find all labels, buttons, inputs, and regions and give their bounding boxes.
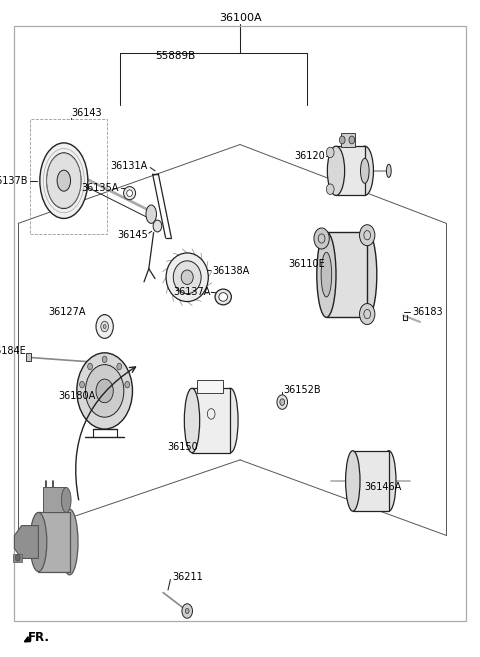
Ellipse shape [223, 388, 238, 453]
Bar [353, 451, 389, 511]
Circle shape [88, 363, 93, 370]
Ellipse shape [346, 451, 360, 511]
Text: 36100A: 36100A [219, 13, 261, 24]
Text: 36110E: 36110E [288, 259, 325, 269]
Bar [192, 388, 230, 453]
Text: 36137A: 36137A [173, 287, 210, 298]
Text: 36137B: 36137B [0, 175, 28, 186]
Text: 36152B: 36152B [283, 384, 321, 395]
Text: 36146A: 36146A [364, 482, 401, 493]
Circle shape [339, 136, 345, 144]
Ellipse shape [358, 232, 377, 317]
Circle shape [185, 608, 189, 614]
Circle shape [96, 379, 113, 403]
Ellipse shape [61, 487, 71, 512]
Text: 36120: 36120 [294, 151, 325, 162]
Text: 36145: 36145 [117, 229, 148, 240]
Bar [326, 232, 367, 317]
Ellipse shape [57, 170, 71, 191]
Circle shape [153, 220, 162, 232]
Circle shape [77, 353, 132, 429]
Ellipse shape [317, 232, 336, 317]
Ellipse shape [386, 164, 391, 177]
Text: 36127A: 36127A [48, 307, 85, 317]
Text: 36138A: 36138A [213, 265, 250, 276]
Ellipse shape [166, 253, 208, 302]
Bar [43, 487, 66, 512]
Ellipse shape [124, 187, 136, 200]
Ellipse shape [173, 261, 201, 294]
Circle shape [80, 381, 84, 388]
Bar [13, 554, 22, 562]
Text: 36135A: 36135A [81, 183, 119, 193]
Ellipse shape [47, 153, 81, 209]
Ellipse shape [356, 147, 373, 196]
Text: 36211: 36211 [172, 572, 203, 582]
Text: FR.: FR. [28, 631, 50, 644]
Circle shape [96, 315, 113, 338]
Circle shape [182, 604, 192, 618]
Circle shape [125, 381, 130, 388]
Text: 36143: 36143 [71, 108, 102, 118]
Ellipse shape [61, 509, 78, 575]
Bar [197, 380, 223, 393]
Text: 36131A: 36131A [110, 160, 148, 171]
Circle shape [117, 363, 121, 370]
Text: 36183: 36183 [412, 307, 443, 317]
Ellipse shape [181, 270, 193, 284]
Text: 55889B: 55889B [155, 51, 195, 61]
Ellipse shape [321, 252, 332, 297]
Circle shape [360, 225, 375, 246]
Bar [30, 119, 107, 234]
Circle shape [314, 228, 329, 249]
Ellipse shape [382, 451, 396, 511]
Circle shape [101, 321, 108, 332]
Ellipse shape [40, 143, 88, 218]
Text: 36150: 36150 [167, 442, 198, 452]
Ellipse shape [215, 289, 231, 305]
Circle shape [277, 395, 288, 409]
Ellipse shape [360, 158, 369, 183]
Text: 36184E: 36184E [0, 346, 26, 356]
Ellipse shape [146, 205, 156, 223]
Ellipse shape [327, 147, 345, 196]
Circle shape [349, 136, 355, 144]
Circle shape [85, 365, 124, 417]
Ellipse shape [30, 512, 47, 572]
Ellipse shape [219, 292, 228, 301]
Circle shape [360, 304, 375, 325]
Bar [341, 133, 355, 147]
Ellipse shape [127, 190, 132, 196]
Polygon shape [14, 526, 38, 558]
Circle shape [326, 184, 334, 194]
Circle shape [15, 555, 20, 561]
Circle shape [280, 399, 285, 405]
Ellipse shape [184, 388, 200, 453]
Circle shape [326, 147, 334, 158]
Text: 36180A: 36180A [59, 390, 96, 401]
Bar [336, 147, 365, 196]
Bar [38, 512, 70, 572]
Circle shape [103, 325, 106, 328]
Circle shape [102, 356, 107, 363]
Bar [26, 353, 31, 361]
